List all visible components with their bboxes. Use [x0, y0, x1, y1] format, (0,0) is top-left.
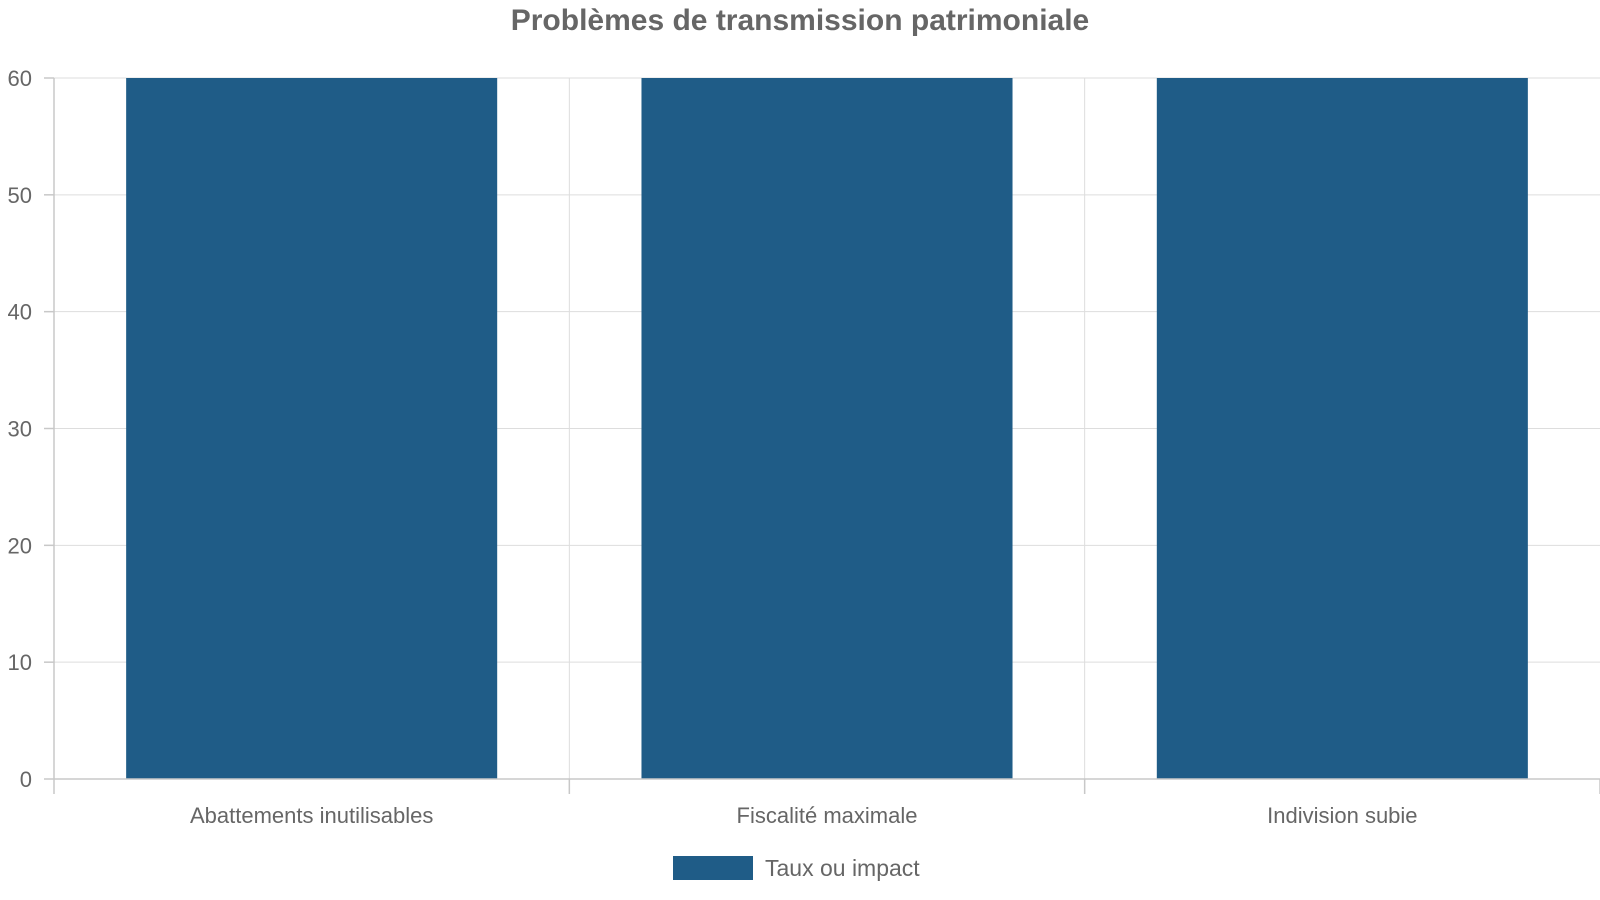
x-tick-label: Indivision subie	[1267, 803, 1417, 828]
chart-title: Problèmes de transmission patrimoniale	[511, 4, 1090, 37]
legend-label: Taux ou impact	[765, 855, 920, 881]
bars	[126, 78, 1528, 779]
legend: Taux ou impact	[673, 855, 920, 881]
legend-swatch	[673, 856, 753, 880]
y-tick-label: 60	[8, 66, 32, 91]
y-axis-ticks: 0 10 20 30 40 50 60	[8, 66, 54, 792]
bar	[126, 78, 498, 779]
y-tick-label: 30	[8, 417, 32, 442]
y-tick-label: 20	[8, 533, 32, 558]
y-tick-label: 50	[8, 183, 32, 208]
x-tick-label: Fiscalité maximale	[737, 803, 918, 828]
x-tick-label: Abattements inutilisables	[190, 803, 433, 828]
x-axis-ticks: Abattements inutilisables Fiscalité maxim…	[53, 779, 1600, 828]
bar	[641, 78, 1013, 779]
y-tick-label: 40	[8, 300, 32, 325]
y-tick-label: 10	[8, 650, 32, 675]
bar	[1156, 78, 1528, 779]
y-tick-label: 0	[20, 767, 32, 792]
